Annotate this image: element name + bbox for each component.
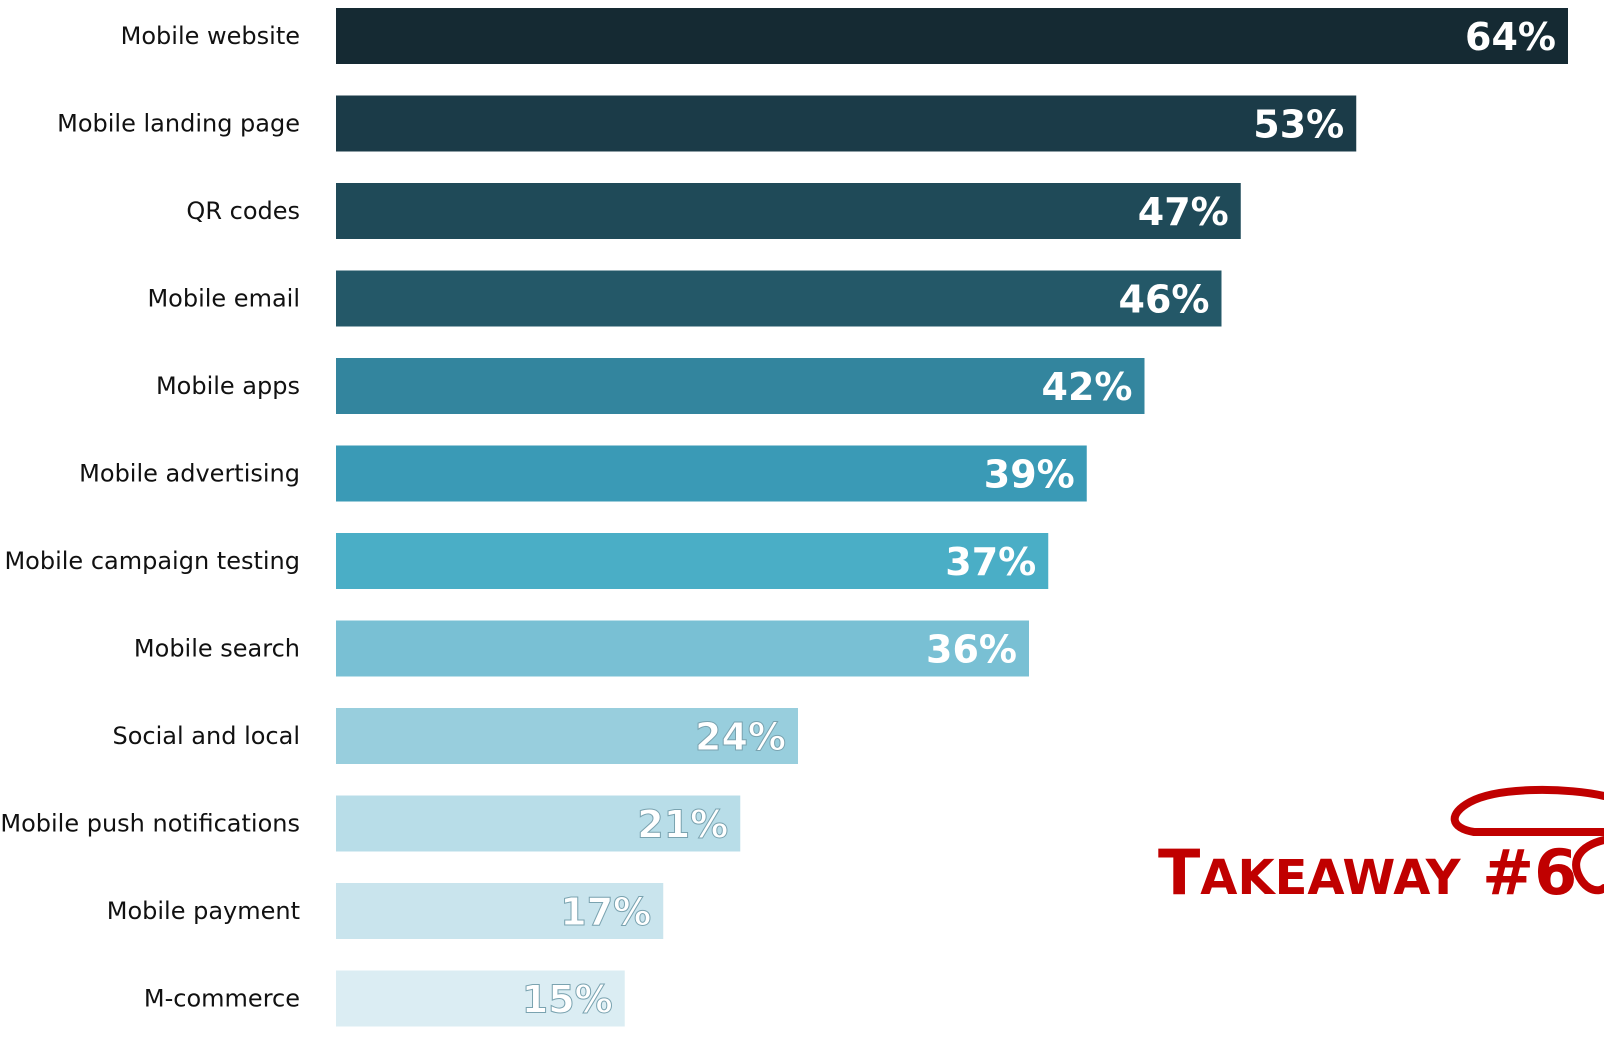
value-label: 24% [695,715,786,759]
bar-group: M-commerce 15% [144,971,625,1027]
category-label: Mobile email [147,285,300,313]
bar [336,533,1048,589]
bar-group: Mobile campaign testing 37% [4,533,1048,589]
value-label: 53% [1253,103,1344,147]
category-label: Mobile push notifications [0,810,300,838]
takeaway-rest: AKEAWAY [1200,850,1460,906]
bar [336,271,1222,327]
value-label: 46% [1119,278,1210,322]
value-label: 21% [637,803,728,847]
value-label: 37% [945,540,1036,584]
bar-group: Mobile landing page 53% [57,96,1356,152]
bar-group: Mobile advertising 39% [79,446,1087,502]
category-label: Mobile apps [156,372,300,400]
category-label: Mobile advertising [79,460,300,488]
bar-group: Mobile email 46% [147,271,1221,327]
bar-group: Mobile push notifications 21% [0,796,740,852]
value-label: 15% [522,978,613,1022]
pin-decoration-icon [1430,780,1604,920]
category-label: Social and local [113,722,301,750]
bar [336,8,1568,64]
category-label: QR codes [186,197,300,225]
bar-group: Mobile search 36% [134,621,1029,677]
category-label: Mobile search [134,635,300,663]
category-label: Mobile campaign testing [4,547,300,575]
category-label: Mobile website [121,22,300,50]
category-label: M-commerce [144,985,300,1013]
bar [336,183,1241,239]
bar-group: Mobile website 64% [121,8,1568,64]
bar [336,358,1145,414]
value-label: 64% [1465,15,1556,59]
category-label: Mobile payment [107,897,300,925]
value-label: 39% [984,453,1075,497]
bar [336,446,1087,502]
value-label: 17% [560,890,651,934]
bar-group: QR codes 47% [186,183,1240,239]
value-label: 36% [926,628,1017,672]
bar-group: Mobile payment 17% [107,883,664,939]
category-label: Mobile landing page [57,110,300,138]
value-label: 42% [1042,365,1133,409]
takeaway-initial: T [1158,836,1200,909]
bar [336,96,1356,152]
value-label: 47% [1138,190,1229,234]
bar-group: Mobile apps 42% [156,358,1145,414]
bar-group: Social and local 24% [113,708,799,764]
